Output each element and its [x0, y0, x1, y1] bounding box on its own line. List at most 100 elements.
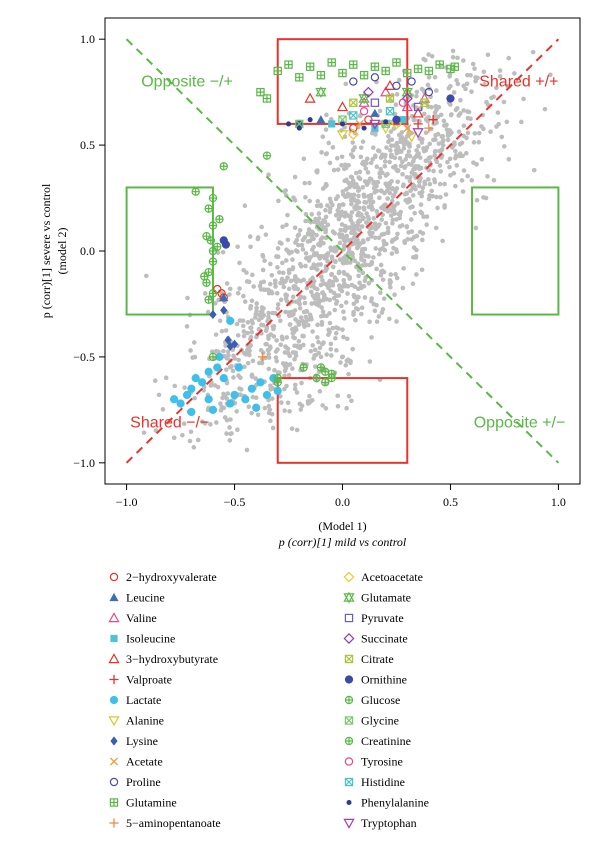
background-point — [465, 173, 470, 179]
background-point — [272, 278, 278, 284]
point-lysine — [220, 305, 228, 315]
background-point — [230, 368, 236, 374]
background-point — [377, 174, 383, 180]
point-glutamate-shape — [315, 86, 327, 98]
background-point — [307, 393, 312, 399]
background-point — [444, 122, 449, 128]
background-point — [309, 247, 315, 252]
point-glutamine-shape — [382, 67, 390, 75]
background-point — [449, 130, 454, 135]
background-point — [263, 341, 268, 347]
background-point — [262, 258, 267, 264]
background-point — [406, 196, 412, 202]
point-glucose-shape — [200, 272, 208, 281]
background-point — [488, 129, 493, 135]
background-point — [268, 345, 273, 350]
background-point — [481, 69, 487, 75]
background-point — [346, 394, 352, 399]
legend-label: Succinate — [361, 632, 408, 646]
point-creatinine-shape — [300, 363, 308, 372]
point-lactate-shape — [198, 378, 207, 387]
background-point — [378, 272, 384, 278]
background-point — [398, 139, 403, 145]
legend-marker-shape — [344, 654, 354, 664]
y-tick-label: 0.0 — [80, 244, 95, 258]
background-point — [191, 445, 197, 450]
background-point — [440, 238, 445, 244]
background-point — [341, 255, 347, 261]
point-3-hydroxybutyrate-shape — [336, 101, 349, 112]
legend-label: Lysine — [126, 734, 158, 748]
background-point — [298, 315, 304, 320]
background-point — [437, 163, 443, 168]
background-point — [426, 52, 431, 57]
background-point — [347, 260, 353, 265]
background-point — [267, 407, 273, 413]
background-point — [360, 216, 366, 222]
background-point — [342, 227, 347, 233]
background-point — [400, 159, 405, 165]
point-3-hydroxybutyrate — [304, 92, 316, 103]
background-point — [328, 247, 334, 253]
background-point — [451, 90, 457, 95]
point-lysine — [209, 309, 217, 320]
background-point — [459, 140, 465, 146]
background-point — [314, 232, 319, 238]
background-point — [380, 277, 386, 282]
background-point — [326, 140, 332, 146]
background-point — [320, 278, 325, 283]
background-point — [271, 334, 277, 339]
point-glucose-shape — [192, 188, 200, 196]
point-3-hydroxybutyrate-shape — [384, 79, 396, 90]
background-point — [461, 83, 466, 89]
point-2-hydroxyvalerate-shape — [364, 115, 373, 124]
background-point — [368, 298, 374, 304]
background-point — [429, 188, 434, 194]
background-point — [332, 307, 338, 313]
background-point — [312, 364, 318, 369]
background-point — [318, 282, 324, 288]
point-glucose — [262, 151, 272, 160]
background-point — [344, 336, 350, 342]
background-point — [334, 299, 340, 304]
legend-marker — [109, 798, 119, 807]
background-point — [512, 71, 517, 76]
background-point — [387, 316, 392, 322]
background-point — [440, 133, 445, 139]
background-point — [273, 355, 279, 360]
background-point — [290, 331, 296, 336]
background-point — [501, 99, 507, 105]
point-lactate-shape — [230, 390, 239, 400]
background-point — [438, 169, 444, 174]
background-point — [380, 152, 385, 157]
background-point — [367, 359, 373, 364]
background-point — [412, 166, 418, 172]
point-citrate-shape — [385, 94, 395, 103]
point-lactate — [182, 390, 192, 400]
point-lactate-shape — [215, 352, 224, 362]
background-point — [295, 286, 301, 292]
background-point — [234, 409, 239, 414]
background-point — [213, 332, 219, 337]
background-point — [244, 279, 250, 284]
background-point — [247, 352, 252, 358]
background-point — [234, 321, 240, 327]
point-phenylalanine — [307, 117, 313, 123]
background-point — [410, 281, 416, 287]
background-point — [312, 347, 318, 353]
point-proline — [349, 77, 358, 86]
background-point — [268, 418, 273, 424]
zone-label: Shared −/− — [130, 415, 209, 432]
point-citrate — [349, 98, 358, 107]
background-point — [332, 231, 337, 236]
background-point — [213, 348, 219, 354]
background-point — [471, 140, 477, 145]
background-point — [374, 209, 380, 214]
point-lactate-shape — [247, 384, 256, 393]
background-point — [400, 285, 406, 291]
point-citrate-shape — [420, 98, 429, 107]
background-point — [341, 277, 347, 283]
background-point — [218, 401, 223, 406]
background-point — [352, 239, 358, 245]
background-point — [374, 164, 380, 170]
